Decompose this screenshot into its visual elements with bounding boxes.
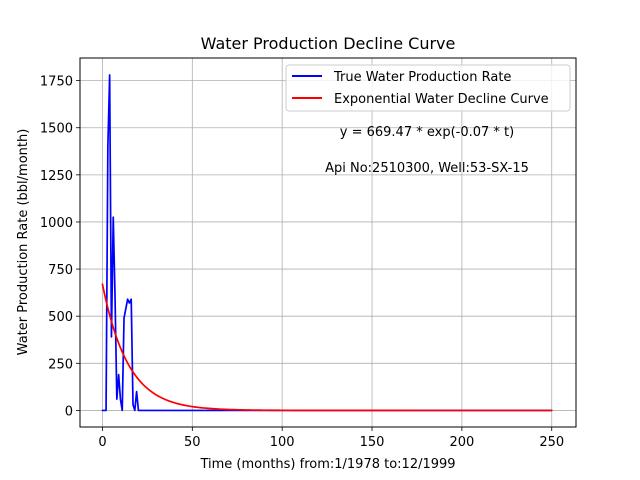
x-tick-label: 250 — [539, 435, 564, 450]
y-tick-label: 1000 — [40, 216, 73, 231]
exponential-decline-line — [101, 283, 553, 412]
x-tick-label: 100 — [270, 435, 295, 450]
series-lines — [101, 74, 553, 412]
legend-label-exponential-curve: Exponential Water Decline Curve — [334, 92, 549, 107]
fit-equation-annotation: y = 669.47 * exp(-0.07 * t) — [340, 125, 514, 140]
axis-ticks: 0 50 100 150 200 250 0 250 500 750 1000 1250 1500 175… — [40, 75, 564, 450]
y-tick-label: 1250 — [40, 169, 73, 184]
y-axis-title: Water Production Rate (bbl/month) — [16, 129, 31, 356]
chart-title: Water Production Decline Curve — [201, 34, 456, 53]
plot-frame — [79, 57, 577, 428]
x-axis-title: Time (months) from:1/1978 to:12/1999 — [199, 457, 455, 472]
x-tick-label: 50 — [184, 435, 201, 450]
y-tick-label: 500 — [48, 310, 73, 325]
legend-label-true-rate: True Water Production Rate — [333, 70, 511, 85]
y-tick-label: 250 — [48, 357, 73, 372]
y-tick-label: 1500 — [40, 122, 73, 137]
x-tick-label: 150 — [360, 435, 385, 450]
y-tick-label: 750 — [48, 263, 73, 278]
y-tick-label: 1750 — [40, 75, 73, 90]
legend-box — [285, 64, 571, 112]
well-id-annotation: Api No:2510300, Well:53-SX-15 — [325, 161, 529, 176]
y-tick-label: 0 — [65, 404, 73, 419]
true-water-rate-line — [101, 74, 553, 412]
legend: True Water Production Rate Exponential W… — [285, 64, 571, 112]
x-tick-label: 200 — [449, 435, 474, 450]
x-tick-label: 0 — [98, 435, 106, 450]
